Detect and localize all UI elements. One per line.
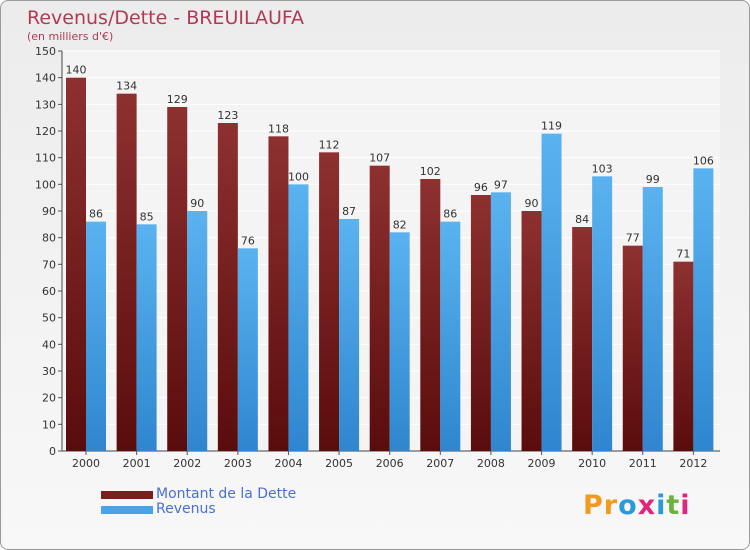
legend-label-revenus: Revenus (156, 501, 216, 517)
bar-dette (673, 261, 694, 451)
data-label: 86 (89, 208, 103, 221)
y-tick-label: 20 (42, 392, 56, 405)
y-tick-label: 50 (42, 312, 56, 325)
data-label: 112 (319, 138, 340, 151)
y-tick-label: 110 (35, 152, 56, 165)
chart-title: Revenus/Dette - BREUILAUFA (27, 7, 305, 29)
bar-dette (622, 245, 643, 451)
data-label: 107 (369, 152, 390, 165)
bar-revenus (389, 232, 410, 451)
bar-revenus (642, 187, 663, 451)
bar-revenus (237, 248, 258, 451)
x-tick-label: 2002 (173, 457, 201, 470)
bar-revenus (288, 184, 309, 452)
y-tick-label: 130 (35, 98, 56, 111)
data-label: 123 (217, 109, 238, 122)
bar-revenus (86, 221, 106, 451)
bar-dette (116, 93, 137, 452)
bar-revenus (339, 219, 360, 451)
y-tick-label: 40 (42, 338, 56, 351)
logo-letter: r (603, 490, 619, 521)
bar-dette (369, 165, 390, 451)
y-tick-label: 10 (42, 418, 56, 431)
bar-dette (572, 227, 593, 451)
bar-revenus (187, 211, 208, 451)
logo-letter: t (666, 490, 681, 521)
data-label: 129 (167, 93, 188, 106)
data-label: 84 (575, 213, 589, 226)
data-label: 86 (443, 208, 457, 221)
bar-revenus (693, 168, 714, 452)
x-tick-label: 2010 (578, 457, 606, 470)
data-label: 96 (474, 181, 488, 194)
x-tick-label: 2001 (123, 457, 151, 470)
bar-dette (420, 179, 441, 451)
data-label: 90 (190, 197, 204, 210)
bar-dette (167, 107, 188, 451)
x-tick-label: 2004 (274, 457, 302, 470)
data-label: 90 (525, 197, 539, 210)
legend-label-dette: Montant de la Dette (156, 486, 297, 502)
y-tick-label: 80 (42, 232, 56, 245)
data-label: 76 (241, 234, 255, 247)
data-label: 85 (140, 210, 154, 223)
y-tick-label: 0 (49, 445, 56, 458)
x-tick-label: 2011 (629, 457, 657, 470)
y-tick-label: 30 (42, 365, 56, 378)
x-tick-label: 2007 (426, 457, 454, 470)
data-label: 82 (393, 218, 407, 231)
x-tick-label: 2008 (477, 457, 505, 470)
logo-letter: i (680, 490, 691, 521)
data-label: 77 (626, 232, 640, 245)
y-tick-label: 90 (42, 205, 56, 218)
legend-swatch-revenus (101, 506, 153, 514)
data-label: 100 (288, 170, 309, 183)
data-label: 134 (116, 80, 137, 93)
logo-letter: x (637, 490, 657, 521)
data-label: 106 (693, 154, 714, 167)
x-tick-label: 2005 (325, 457, 353, 470)
y-tick-label: 60 (42, 285, 56, 298)
bar-dette (268, 136, 289, 452)
data-label: 87 (342, 205, 356, 218)
data-label: 99 (646, 173, 660, 186)
y-tick-label: 120 (35, 125, 56, 138)
logo-letter: o (618, 490, 638, 521)
y-tick-label: 150 (35, 45, 56, 58)
data-label: 97 (494, 178, 508, 191)
bar-dette (319, 152, 340, 452)
proxiti-logo: Proxiti (583, 490, 691, 521)
data-label: 140 (66, 64, 87, 77)
y-tick-label: 140 (35, 72, 56, 85)
y-tick-label: 100 (35, 178, 56, 191)
bar-revenus (136, 224, 157, 451)
bar-dette (521, 211, 542, 451)
bar-revenus (440, 221, 461, 451)
data-label: 118 (268, 122, 289, 135)
logo-letter: i (656, 490, 667, 521)
bar-revenus (592, 176, 613, 452)
bar-dette (66, 77, 86, 452)
bar-revenus (490, 192, 511, 452)
legend-swatch-dette (101, 491, 153, 499)
x-tick-label: 2003 (224, 457, 252, 470)
data-label: 119 (541, 120, 562, 133)
data-label: 103 (592, 162, 613, 175)
x-tick-label: 2012 (679, 457, 707, 470)
y-tick-label: 70 (42, 258, 56, 271)
x-tick-label: 2009 (528, 457, 556, 470)
x-tick-label: 2006 (376, 457, 404, 470)
bar-dette (217, 123, 238, 451)
data-label: 102 (420, 165, 441, 178)
logo-letter: P (583, 490, 604, 521)
bar-dette (470, 195, 491, 451)
data-label: 71 (676, 248, 690, 261)
bar-revenus (541, 133, 562, 451)
chart-subtitle: (en milliers d'€) (27, 30, 114, 43)
x-tick-label: 2000 (72, 457, 100, 470)
